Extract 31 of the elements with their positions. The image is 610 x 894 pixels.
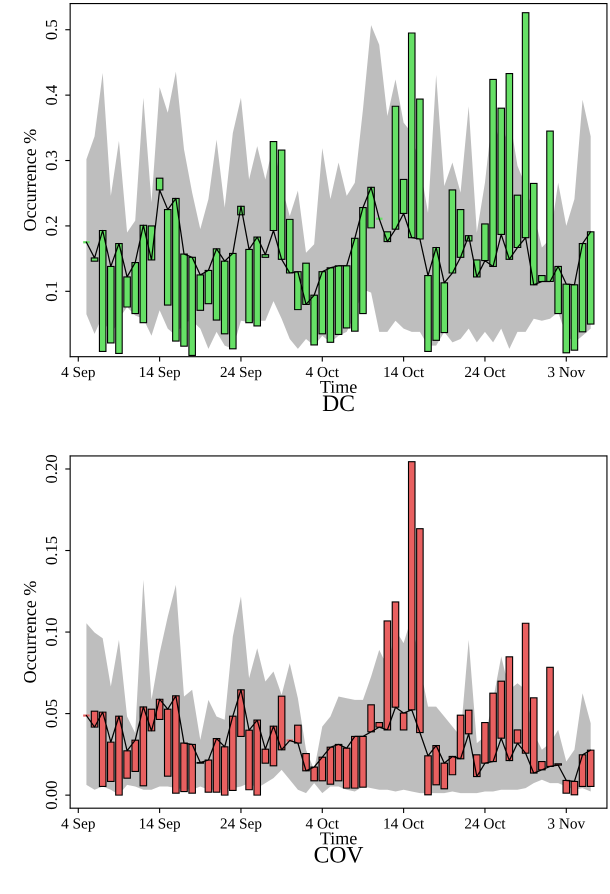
x-tick-label: 24 Oct xyxy=(465,366,506,378)
y-tick-label: 0.15 xyxy=(46,536,58,564)
y-tick-label: 0.05 xyxy=(46,700,58,728)
y-tick-label: 0.10 xyxy=(46,618,58,646)
text: DC xyxy=(322,395,354,412)
y-tick-label: 0.2 xyxy=(46,216,58,236)
x-tick-label: 14 Oct xyxy=(384,366,424,378)
x-tick-label: 24 Sep xyxy=(220,366,262,380)
y-tick-label: 0.4 xyxy=(46,84,58,105)
y-tick-label: 0.3 xyxy=(46,150,58,170)
x-tick-label: 4 Oct xyxy=(306,818,339,829)
text: COV xyxy=(314,846,364,863)
x-tick-label: 14 Sep xyxy=(140,818,180,832)
x-axis-title: Time xyxy=(320,380,357,393)
x-tick-label: 14 Sep xyxy=(140,366,180,380)
bar xyxy=(400,712,408,730)
y-tick-label: 0.20 xyxy=(46,455,58,483)
x-tick-label: 4 Oct xyxy=(306,366,339,378)
x-tick-label: 14 Oct xyxy=(384,818,424,829)
x-tick-label: 3 Nov xyxy=(548,366,586,378)
y-axis-title: Occurrence % xyxy=(24,129,36,231)
y-axis-title: Occurrence % xyxy=(24,581,36,683)
y-tick-label: 0.1 xyxy=(46,282,58,302)
x-tick-label: 4 Sep xyxy=(61,818,95,832)
x-axis-title: Time xyxy=(320,832,357,844)
x-tick-label: 24 Sep xyxy=(220,818,262,832)
y-tick-label: 0.00 xyxy=(46,781,58,810)
y-tick-label: 0.5 xyxy=(46,20,58,40)
x-tick-label: 4 Sep xyxy=(61,366,95,380)
x-tick-label: 24 Oct xyxy=(465,818,506,829)
x-tick-label: 3 Nov xyxy=(548,818,586,829)
